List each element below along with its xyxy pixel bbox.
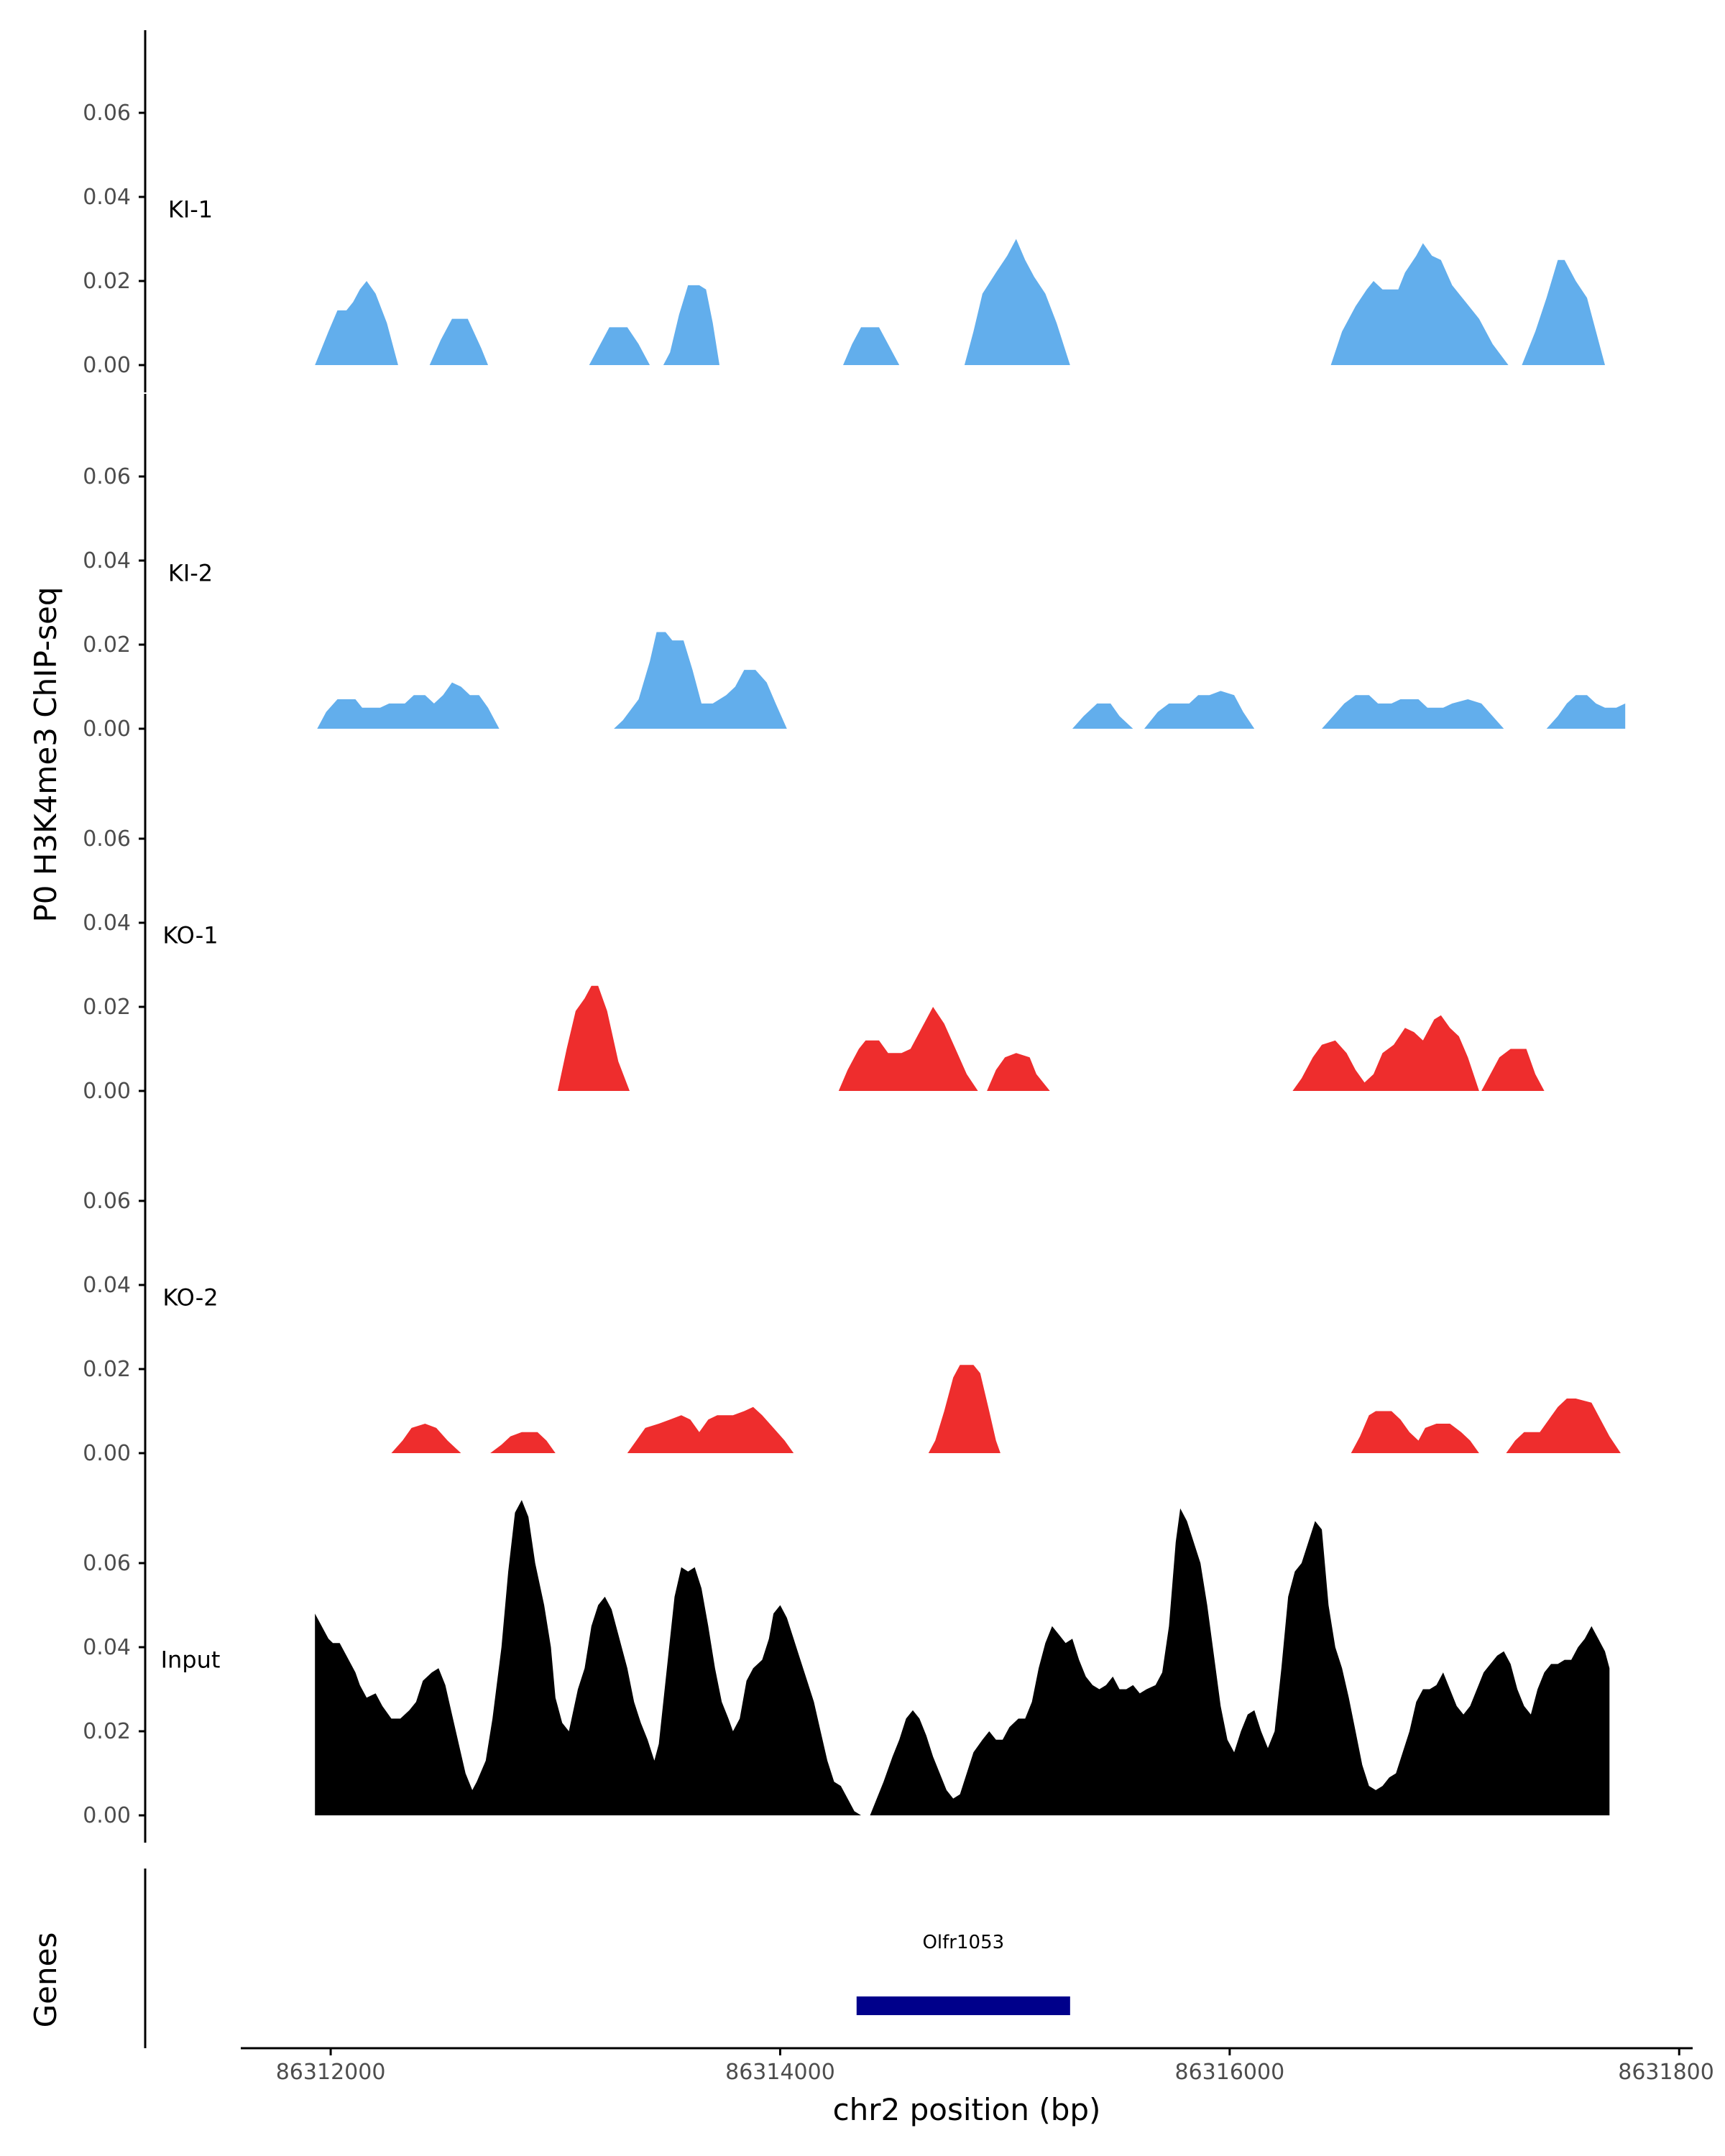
track-label: KO-1 (162, 922, 218, 949)
y-tick-label: 0.00 (83, 1441, 131, 1466)
gene-bar (856, 1996, 1070, 2015)
x-axis: 86312000 86314000 86316000 8631800 (241, 2047, 1714, 2085)
coverage-area (1351, 1411, 1479, 1453)
y-tick-label: 0.06 (83, 464, 131, 489)
coverage-area (1506, 1399, 1621, 1453)
coverage-area (1330, 243, 1509, 365)
y-tick-label: 0.04 (83, 911, 131, 936)
y-tick-label: 0.00 (83, 1803, 131, 1828)
y-tick-label: 0.06 (83, 1189, 131, 1214)
track-ko-1: 0.00 0.02 0.04 0.06 KO-1 (83, 756, 1545, 1118)
genes-axis-title: Genes (28, 1932, 63, 2028)
y-tick-label: 0.06 (83, 101, 131, 126)
y-tick-label: 0.00 (83, 353, 131, 378)
y-tick-label: 0.06 (83, 826, 131, 852)
coverage-area (1546, 695, 1626, 729)
x-tick-label: 86314000 (725, 2060, 835, 2085)
track-label: Input (161, 1646, 221, 1674)
y-tick-label: 0.04 (83, 1273, 131, 1298)
coverage-area (1481, 1049, 1545, 1091)
coverage-area (315, 1500, 861, 1815)
coverage-area (317, 682, 500, 729)
track-label: KO-2 (162, 1284, 218, 1312)
coverage-area (964, 239, 1070, 365)
coverage-area (663, 285, 900, 365)
coverage-area (1292, 1015, 1479, 1091)
track-input: 0.00 0.02 0.04 0.06 Input (83, 1480, 1610, 1843)
y-axis-title: P0 H3K4me3 ChIP-seq (28, 586, 63, 922)
y-tick-label: 0.00 (83, 717, 131, 742)
coverage-area (838, 1007, 1050, 1091)
y-tick-label: 0.06 (83, 1551, 131, 1576)
tracks-layer: 0.00 0.02 0.04 0.06 KI-1 0.00 0.02 0.04 0.06 KI-2… (83, 30, 1626, 1843)
x-tick-label: 86312000 (276, 2060, 386, 2085)
y-tick-label: 0.02 (83, 1357, 131, 1382)
y-tick-label: 0.02 (83, 995, 131, 1020)
track-ko-2: 0.00 0.02 0.04 0.06 KO-2 (83, 1118, 1621, 1480)
y-tick-label: 0.02 (83, 269, 131, 294)
coverage-area (557, 985, 630, 1091)
coverage-area (1322, 695, 1504, 729)
genes-layer: Olfr1053 (144, 1869, 1070, 2048)
y-tick-label: 0.04 (83, 185, 131, 210)
coverage-area (1072, 691, 1255, 729)
gene-label: Olfr1053 (922, 1932, 1004, 1953)
track-label: KI-2 (168, 560, 213, 587)
y-tick-label: 0.02 (83, 632, 131, 658)
x-tick-label: 86316000 (1174, 2060, 1284, 2085)
y-tick-label: 0.00 (83, 1079, 131, 1104)
y-tick-label: 0.02 (83, 1719, 131, 1744)
x-axis-title: chr2 position (bp) (833, 2092, 1101, 2127)
coverage-area (614, 632, 787, 729)
coverage-area (1522, 259, 1605, 365)
coverage-area (627, 1406, 794, 1453)
x-tick-label: 8631800 (1618, 2060, 1714, 2085)
y-tick-label: 0.04 (83, 548, 131, 573)
track-label: KI-1 (168, 196, 213, 224)
coverage-area (391, 1424, 556, 1453)
coverage-area (315, 281, 650, 365)
track-ki-1: 0.00 0.02 0.04 0.06 KI-1 (83, 30, 1605, 392)
track-ki-2: 0.00 0.02 0.04 0.06 KI-2 (83, 394, 1626, 756)
coverage-area (928, 1365, 1000, 1453)
y-tick-label: 0.04 (83, 1635, 131, 1660)
coverage-area (870, 1508, 1610, 1815)
